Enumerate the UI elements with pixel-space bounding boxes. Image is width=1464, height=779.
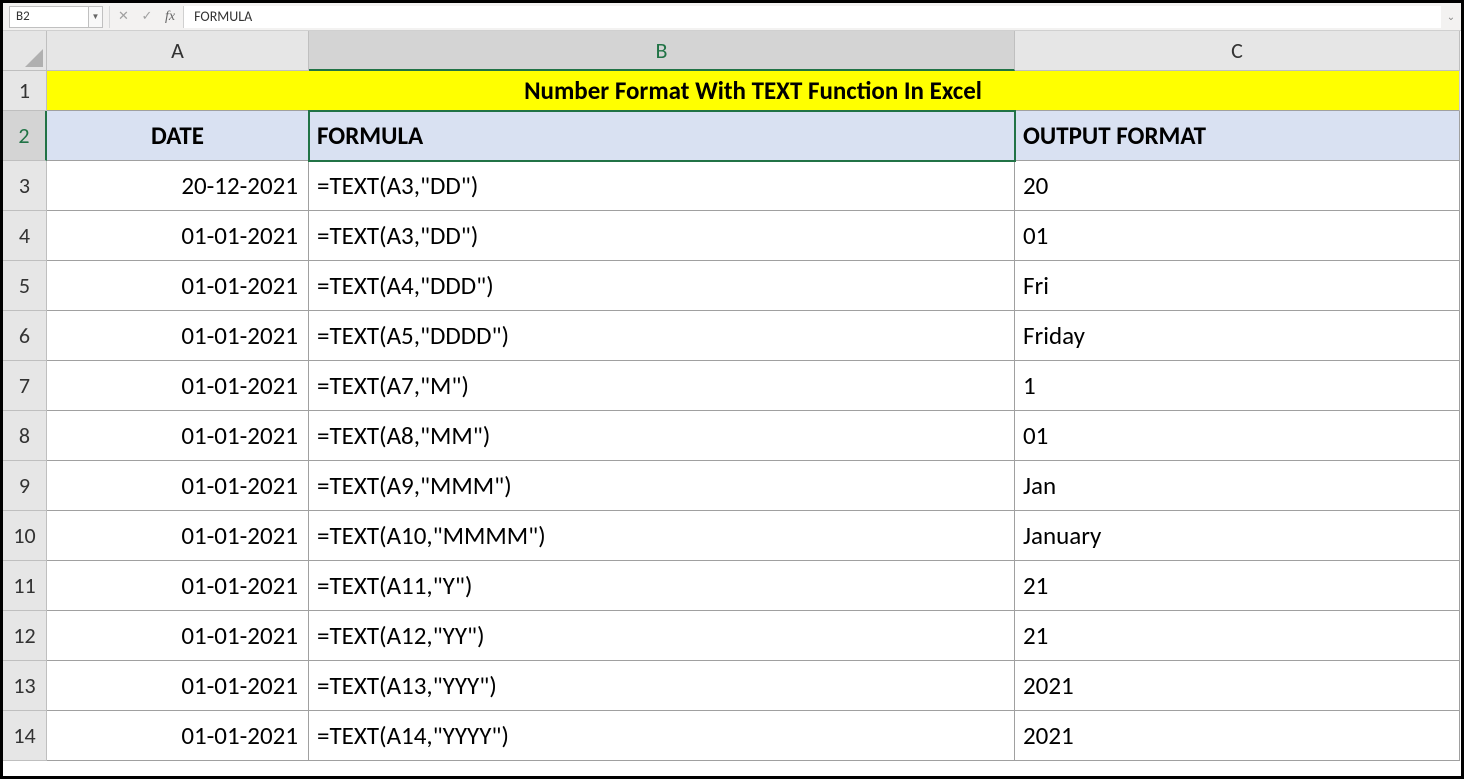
cell-b7[interactable]: =TEXT(A7,"M") <box>309 361 1015 411</box>
cell-a10[interactable]: 01-01-2021 <box>47 511 309 561</box>
title-cell[interactable]: Number Format With TEXT Function In Exce… <box>47 71 1460 111</box>
cell-b10[interactable]: =TEXT(A10,"MMMM") <box>309 511 1015 561</box>
cell-a12[interactable]: 01-01-2021 <box>47 611 309 661</box>
cell-b6[interactable]: =TEXT(A5,"DDDD") <box>309 311 1015 361</box>
cell-a13[interactable]: 01-01-2021 <box>47 661 309 711</box>
row-header-9[interactable]: 9 <box>3 461 47 511</box>
cell-a4[interactable]: 01-01-2021 <box>47 211 309 261</box>
name-box-dropdown[interactable]: ▼ <box>89 6 103 28</box>
cell-a6[interactable]: 01-01-2021 <box>47 311 309 361</box>
col-header-a[interactable]: A <box>47 31 309 71</box>
cell-a9[interactable]: 01-01-2021 <box>47 461 309 511</box>
enter-icon: ✓ <box>135 6 159 28</box>
cell-c6[interactable]: Friday <box>1015 311 1460 361</box>
cell-a8[interactable]: 01-01-2021 <box>47 411 309 461</box>
formula-input[interactable]: FORMULA <box>183 6 1441 28</box>
row-header-7[interactable]: 7 <box>3 361 47 411</box>
name-box[interactable]: B2 <box>9 6 89 28</box>
cell-a2[interactable]: DATE <box>47 111 309 161</box>
row-header-3[interactable]: 3 <box>3 161 47 211</box>
cell-b4[interactable]: =TEXT(A3,"DD") <box>309 211 1015 261</box>
row-header-8[interactable]: 8 <box>3 411 47 461</box>
row-header-11[interactable]: 11 <box>3 561 47 611</box>
col-header-c[interactable]: C <box>1015 31 1460 71</box>
cancel-icon: ✕ <box>109 6 133 28</box>
cell-a3[interactable]: 20-12-2021 <box>47 161 309 211</box>
cell-c13[interactable]: 2021 <box>1015 661 1460 711</box>
row-header-14[interactable]: 14 <box>3 711 47 761</box>
cell-a5[interactable]: 01-01-2021 <box>47 261 309 311</box>
cell-c3[interactable]: 20 <box>1015 161 1460 211</box>
cell-c12[interactable]: 21 <box>1015 611 1460 661</box>
row-header-4[interactable]: 4 <box>3 211 47 261</box>
name-box-value: B2 <box>16 9 30 24</box>
cell-b14[interactable]: =TEXT(A14,"YYYY") <box>309 711 1015 761</box>
cell-b13[interactable]: =TEXT(A13,"YYY") <box>309 661 1015 711</box>
select-all-corner[interactable] <box>3 31 47 71</box>
cell-b12[interactable]: =TEXT(A12,"YY") <box>309 611 1015 661</box>
row-header-2[interactable]: 2 <box>3 111 47 161</box>
cell-b11[interactable]: =TEXT(A11,"Y") <box>309 561 1015 611</box>
formula-expand-icon[interactable]: ⌄ <box>1441 10 1461 23</box>
cell-c10[interactable]: January <box>1015 511 1460 561</box>
cell-c5[interactable]: Fri <box>1015 261 1460 311</box>
fx-icon[interactable]: fx <box>165 9 175 25</box>
cell-b8[interactable]: =TEXT(A8,"MM") <box>309 411 1015 461</box>
row-header-12[interactable]: 12 <box>3 611 47 661</box>
cell-b2-active[interactable]: FORMULA <box>309 111 1015 161</box>
cell-a7[interactable]: 01-01-2021 <box>47 361 309 411</box>
cell-c2[interactable]: OUTPUT FORMAT <box>1015 111 1460 161</box>
cell-c4[interactable]: 01 <box>1015 211 1460 261</box>
cell-c8[interactable]: 01 <box>1015 411 1460 461</box>
formula-input-value: FORMULA <box>194 8 252 25</box>
cell-b9[interactable]: =TEXT(A9,"MMM") <box>309 461 1015 511</box>
cell-c14[interactable]: 2021 <box>1015 711 1460 761</box>
row-header-1[interactable]: 1 <box>3 71 47 111</box>
cell-b5[interactable]: =TEXT(A4,"DDD") <box>309 261 1015 311</box>
cell-c7[interactable]: 1 <box>1015 361 1460 411</box>
row-header-6[interactable]: 6 <box>3 311 47 361</box>
cell-c9[interactable]: Jan <box>1015 461 1460 511</box>
row-header-10[interactable]: 10 <box>3 511 47 561</box>
cell-a11[interactable]: 01-01-2021 <box>47 561 309 611</box>
cell-c11[interactable]: 21 <box>1015 561 1460 611</box>
cell-b3[interactable]: =TEXT(A3,"DD") <box>309 161 1015 211</box>
formula-bar: B2 ▼ ✕ ✓ fx FORMULA ⌄ <box>3 3 1461 31</box>
row-header-5[interactable]: 5 <box>3 261 47 311</box>
row-header-13[interactable]: 13 <box>3 661 47 711</box>
cell-a14[interactable]: 01-01-2021 <box>47 711 309 761</box>
spreadsheet-grid: A B C 1 Number Format With TEXT Function… <box>3 31 1461 761</box>
col-header-b[interactable]: B <box>309 31 1015 71</box>
